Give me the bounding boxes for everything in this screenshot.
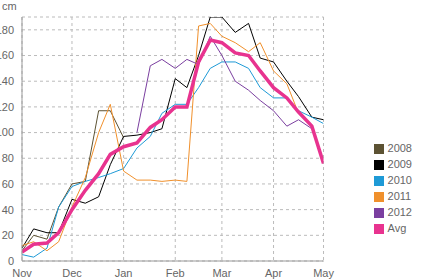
svg-text:160: 160 <box>8 49 14 61</box>
html-text:2010: 2010 <box>387 174 412 186</box>
svg-text:Apr: Apr <box>265 267 282 279</box>
html-text:2008: 2008 <box>387 142 412 154</box>
svg-text:120: 120 <box>8 101 14 113</box>
svg-text:0: 0 <box>8 255 14 267</box>
svg-text:20: 20 <box>8 229 14 241</box>
svg-text:Dec: Dec <box>62 267 82 279</box>
svg-text:40: 40 <box>8 204 14 216</box>
svg-text:100: 100 <box>8 126 14 138</box>
svg-text:Mar: Mar <box>212 267 231 279</box>
svg-text:60: 60 <box>8 178 14 190</box>
svg-text:140: 140 <box>8 75 14 87</box>
html-text:2011: 2011 <box>387 190 412 202</box>
svg-text:Nov: Nov <box>12 267 32 279</box>
html-text:cm: cm <box>2 0 17 12</box>
svg-text:Feb: Feb <box>166 267 185 279</box>
html-text:2012: 2012 <box>387 206 412 218</box>
html-text:2009: 2009 <box>387 158 412 170</box>
svg-text:180: 180 <box>8 24 14 36</box>
svg-text:May: May <box>313 267 334 279</box>
svg-text:Jan: Jan <box>115 267 133 279</box>
svg-text:80: 80 <box>8 152 14 164</box>
html-text:Avg: Avg <box>387 222 407 234</box>
